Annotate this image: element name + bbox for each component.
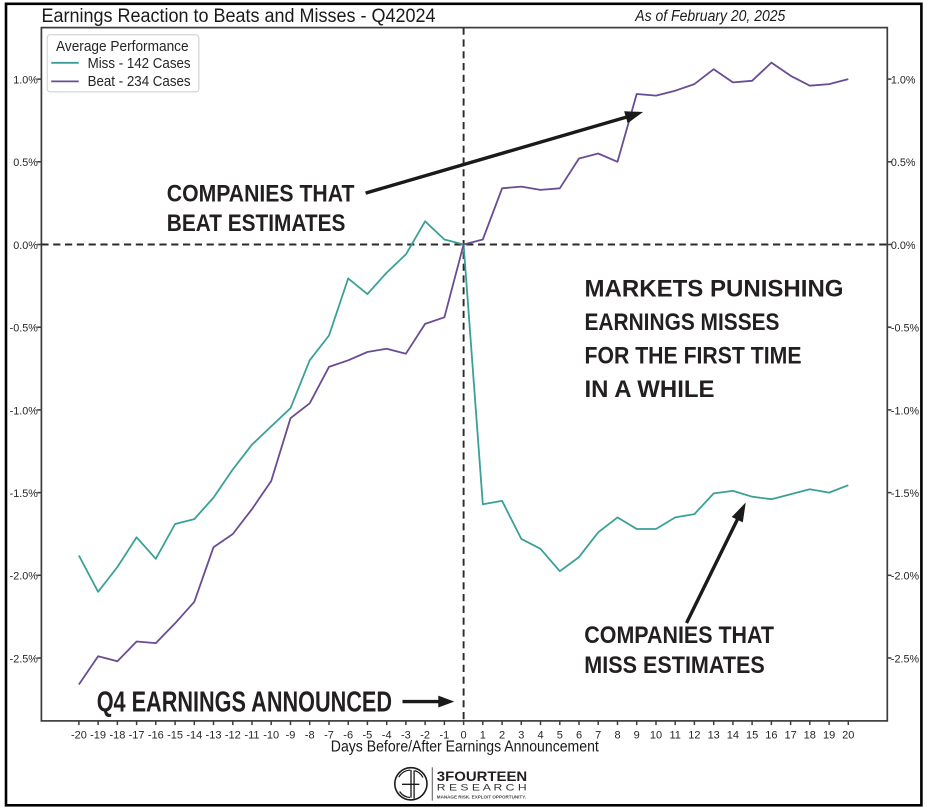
- svg-text:Miss - 142 Cases: Miss - 142 Cases: [88, 55, 191, 72]
- svg-text:-1.0%: -1.0%: [10, 405, 39, 417]
- svg-text:14: 14: [727, 730, 739, 742]
- svg-text:IN A WHILE: IN A WHILE: [585, 376, 715, 403]
- svg-text:-2.0%: -2.0%: [891, 571, 920, 583]
- svg-text:Beat - 234 Cases: Beat - 234 Cases: [88, 73, 191, 90]
- svg-text:18: 18: [804, 730, 816, 742]
- svg-text:0.5%: 0.5%: [891, 157, 916, 169]
- svg-text:R E S E A R C H: R E S E A R C H: [437, 782, 527, 793]
- svg-text:COMPANIES THAT: COMPANIES THAT: [167, 181, 355, 208]
- svg-text:19: 19: [823, 730, 835, 742]
- svg-text:1.0%: 1.0%: [13, 75, 38, 87]
- svg-text:-1.0%: -1.0%: [891, 405, 920, 417]
- svg-text:5: 5: [557, 730, 563, 742]
- svg-text:9: 9: [634, 730, 640, 742]
- svg-text:-18: -18: [109, 730, 125, 742]
- svg-text:13: 13: [708, 730, 720, 742]
- svg-text:-2.5%: -2.5%: [10, 653, 39, 665]
- svg-text:1.0%: 1.0%: [891, 75, 916, 87]
- svg-text:Average Performance: Average Performance: [56, 38, 189, 55]
- svg-text:-2.0%: -2.0%: [10, 571, 39, 583]
- svg-text:3FOURTEEN: 3FOURTEEN: [437, 768, 527, 784]
- svg-text:Earnings Reaction to Beats and: Earnings Reaction to Beats and Misses - …: [42, 6, 436, 27]
- svg-text:-1.5%: -1.5%: [10, 488, 39, 500]
- svg-text:-12: -12: [225, 730, 241, 742]
- svg-text:MARKETS PUNISHING: MARKETS PUNISHING: [585, 276, 844, 303]
- svg-text:20: 20: [842, 730, 854, 742]
- svg-text:12: 12: [688, 730, 700, 742]
- svg-text:-10: -10: [263, 730, 279, 742]
- svg-text:-0.5%: -0.5%: [10, 323, 39, 335]
- svg-text:-8: -8: [305, 730, 315, 742]
- svg-text:BEAT ESTIMATES: BEAT ESTIMATES: [167, 210, 346, 237]
- svg-text:-2: -2: [420, 730, 430, 742]
- svg-text:-0.5%: -0.5%: [891, 323, 920, 335]
- svg-text:-2.5%: -2.5%: [891, 653, 920, 665]
- svg-text:-19: -19: [90, 730, 106, 742]
- svg-text:-11: -11: [244, 730, 259, 742]
- svg-text:-1.5%: -1.5%: [891, 488, 920, 500]
- svg-text:0.5%: 0.5%: [13, 157, 38, 169]
- svg-text:EARNINGS MISSES: EARNINGS MISSES: [585, 309, 780, 336]
- svg-text:-7: -7: [324, 730, 334, 742]
- svg-text:17: 17: [784, 730, 796, 742]
- svg-text:0: 0: [461, 730, 467, 742]
- svg-text:-9: -9: [286, 730, 296, 742]
- svg-text:-15: -15: [167, 730, 183, 742]
- svg-text:As of February 20, 2025: As of February 20, 2025: [634, 8, 785, 25]
- svg-text:2: 2: [499, 730, 505, 742]
- svg-text:MANAGE RISK. EXPLOIT OPPORTUNI: MANAGE RISK. EXPLOIT OPPORTUNITY.: [437, 794, 526, 800]
- svg-text:-4: -4: [382, 730, 392, 742]
- svg-text:3: 3: [518, 730, 524, 742]
- svg-text:-1: -1: [440, 730, 450, 742]
- svg-text:-16: -16: [148, 730, 164, 742]
- svg-text:11: 11: [669, 730, 680, 742]
- svg-text:0.0%: 0.0%: [13, 240, 38, 252]
- svg-text:8: 8: [614, 730, 620, 742]
- svg-text:10: 10: [650, 730, 662, 742]
- svg-text:-5: -5: [363, 730, 373, 742]
- svg-text:MISS ESTIMATES: MISS ESTIMATES: [584, 652, 765, 679]
- svg-text:-3: -3: [401, 730, 411, 742]
- svg-text:-14: -14: [186, 730, 202, 742]
- svg-text:16: 16: [765, 730, 777, 742]
- svg-text:FOR THE FIRST TIME: FOR THE FIRST TIME: [585, 343, 802, 370]
- svg-text:6: 6: [576, 730, 582, 742]
- svg-text:-20: -20: [71, 730, 87, 742]
- svg-text:-13: -13: [206, 730, 222, 742]
- svg-text:4: 4: [537, 730, 543, 742]
- svg-text:15: 15: [746, 730, 758, 742]
- svg-text:Q4 EARNINGS ANNOUNCED: Q4 EARNINGS ANNOUNCED: [97, 687, 392, 719]
- svg-text:1: 1: [480, 730, 486, 742]
- svg-text:0.0%: 0.0%: [891, 240, 916, 252]
- svg-text:COMPANIES THAT: COMPANIES THAT: [584, 622, 774, 649]
- svg-text:-6: -6: [343, 730, 353, 742]
- svg-text:7: 7: [595, 730, 601, 742]
- svg-text:-17: -17: [129, 730, 145, 742]
- svg-text:Days Before/After Earnings Ann: Days Before/After Earnings Announcement: [331, 739, 600, 756]
